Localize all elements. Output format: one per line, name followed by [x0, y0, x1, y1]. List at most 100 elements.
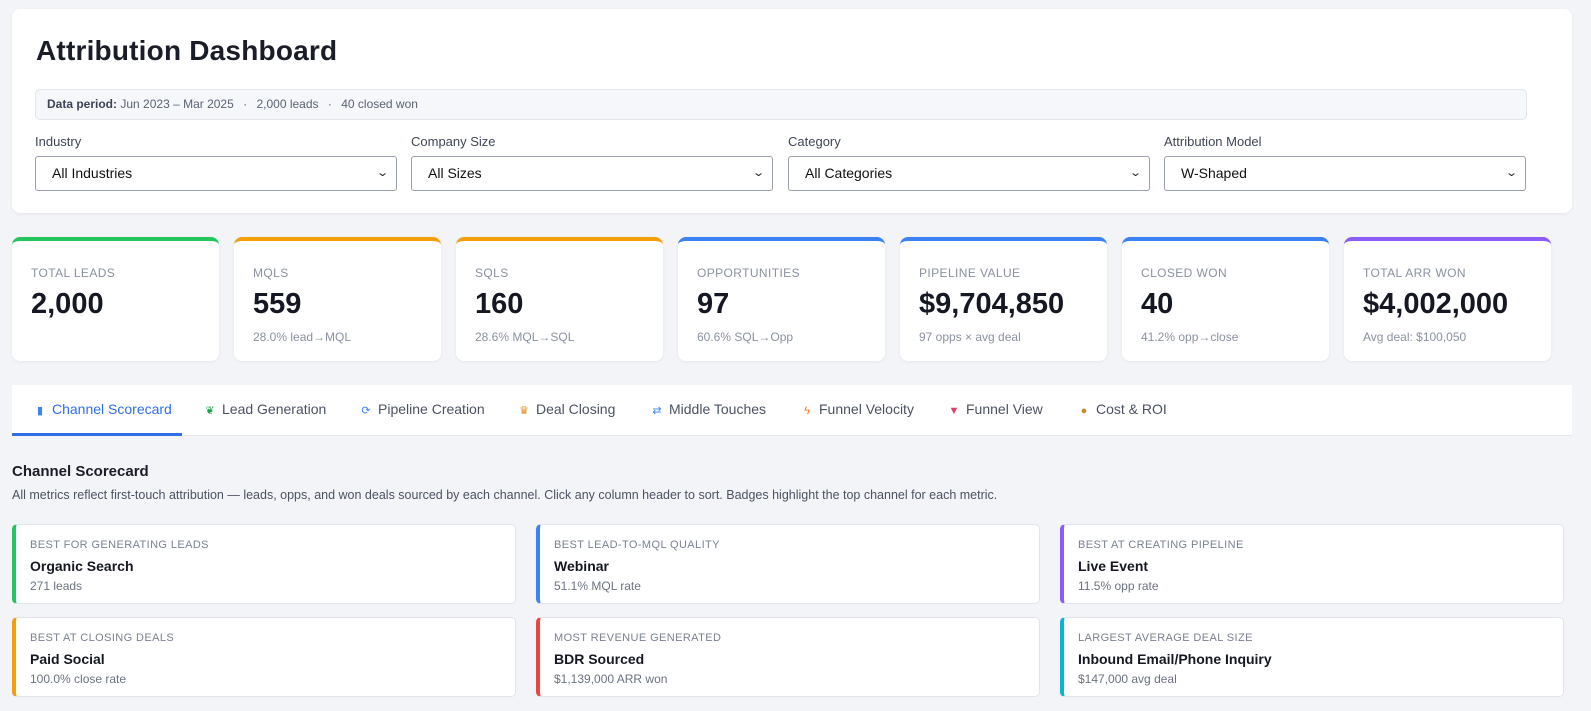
kpi-label: CLOSED WON: [1141, 266, 1228, 280]
tab-deal-closing[interactable]: ♛ Deal Closing: [496, 385, 615, 436]
trophy-icon: ♛: [519, 405, 529, 417]
best-card-channel: Inbound Email/Phone Inquiry: [1078, 651, 1272, 667]
chevron-down-icon: ⌄: [751, 167, 765, 179]
best-card-metric: 51.1% MQL rate: [554, 579, 641, 593]
kpi-subtext: Avg deal: $100,050: [1363, 330, 1467, 344]
select-value: All Industries: [52, 165, 133, 181]
best-card-channel: Organic Search: [30, 558, 134, 574]
tab-channel-scorecard[interactable]: ▮ Channel Scorecard: [12, 385, 182, 436]
best-card-closing: BEST AT CLOSING DEALS Paid Social 100.0%…: [12, 617, 516, 697]
kpi-label: OPPORTUNITIES: [697, 266, 800, 280]
kpi-value: 2,000: [31, 288, 104, 320]
tab-funnel-velocity[interactable]: ϟ Funnel Velocity: [779, 385, 914, 436]
money-bag-icon: ●: [1080, 405, 1088, 417]
kpi-value: 40: [1141, 288, 1174, 320]
filter-category: Category All Categories ⌄: [788, 134, 1150, 191]
company-size-select[interactable]: All Sizes ⌄: [411, 156, 773, 191]
chevron-down-icon: ⌄: [1504, 167, 1518, 179]
best-card-metric: 100.0% close rate: [30, 672, 127, 686]
section-description: All metrics reflect first-touch attribut…: [12, 488, 998, 502]
filter-label: Attribution Model: [1164, 134, 1262, 149]
section-title: Channel Scorecard: [12, 463, 149, 480]
best-card-pipeline: BEST AT CREATING PIPELINE Live Event 11.…: [1060, 524, 1564, 604]
kpi-sqls: SQLS 160 28.6% MQL→SQL: [456, 237, 663, 361]
filter-label: Category: [788, 134, 841, 149]
chevron-down-icon: ⌄: [1128, 167, 1142, 179]
shuffle-icon: ⇄: [652, 405, 662, 417]
best-card-label: LARGEST AVERAGE DEAL SIZE: [1078, 632, 1253, 644]
kpi-opportunities: OPPORTUNITIES 97 60.6% SQL→Opp: [678, 237, 885, 361]
data-period-range: Jun 2023 – Mar 2025: [120, 97, 234, 111]
filter-company-size: Company Size All Sizes ⌄: [411, 134, 773, 191]
tab-label: Funnel Velocity: [819, 401, 914, 417]
tab-label: Deal Closing: [536, 401, 616, 417]
industry-select[interactable]: All Industries ⌄: [35, 156, 397, 191]
kpi-value: 559: [253, 288, 302, 320]
filter-attribution-model: Attribution Model W-Shaped ⌄: [1164, 134, 1526, 191]
refresh-icon: ⟳: [361, 405, 371, 417]
tab-funnel-view[interactable]: ▼ Funnel View: [926, 385, 1043, 436]
kpi-subtext: 97 opps × avg deal: [919, 330, 1021, 344]
kpi-label: SQLS: [475, 266, 509, 280]
filter-industry: Industry All Industries ⌄: [35, 134, 397, 191]
kpi-value: $4,002,000: [1363, 288, 1509, 320]
best-card-channel: Live Event: [1078, 558, 1149, 574]
best-card-metric: 11.5% opp rate: [1078, 579, 1159, 593]
kpi-mqls: MQLS 559 28.0% lead→MQL: [234, 237, 441, 361]
lightning-icon: ϟ: [804, 405, 810, 417]
filter-label: Company Size: [411, 134, 496, 149]
best-card-mql-quality: BEST LEAD-TO-MQL QUALITY Webinar 51.1% M…: [536, 524, 1040, 604]
best-card-leads: BEST FOR GENERATING LEADS Organic Search…: [12, 524, 516, 604]
tab-label: Cost & ROI: [1096, 401, 1167, 417]
tab-lead-generation[interactable]: ❦ Lead Generation: [182, 385, 326, 436]
kpi-label: PIPELINE VALUE: [919, 266, 1021, 280]
kpi-value: 97: [697, 288, 730, 320]
kpi-subtext: 41.2% opp→close: [1141, 330, 1239, 344]
header-card: Attribution Dashboard Data period: Jun 2…: [12, 9, 1572, 213]
tab-bar: ▮ Channel Scorecard ❦ Lead Generation ⟳ Pip…: [12, 385, 1572, 436]
tab-middle-touches[interactable]: ⇄ Middle Touches: [629, 385, 766, 436]
select-value: All Categories: [805, 165, 893, 181]
kpi-total-leads: TOTAL LEADS 2,000: [12, 237, 219, 361]
best-card-metric: 271 leads: [30, 579, 83, 593]
separator: ·: [243, 97, 248, 111]
kpi-label: TOTAL LEADS: [31, 266, 116, 280]
best-card-channel: BDR Sourced: [554, 651, 645, 667]
tab-pipeline-creation[interactable]: ⟳ Pipeline Creation: [338, 385, 485, 436]
best-card-label: BEST FOR GENERATING LEADS: [30, 539, 209, 551]
best-card-label: BEST AT CLOSING DEALS: [30, 632, 175, 644]
kpi-value: 160: [475, 288, 524, 320]
page-title: Attribution Dashboard: [36, 35, 338, 66]
kpi-pipeline-value: PIPELINE VALUE $9,704,850 97 opps × avg …: [900, 237, 1107, 361]
filter-label: Industry: [35, 134, 82, 149]
best-card-label: BEST AT CREATING PIPELINE: [1078, 539, 1244, 551]
separator: ·: [327, 97, 332, 111]
seedling-icon: ❦: [205, 405, 215, 417]
tab-label: Funnel View: [966, 401, 1043, 417]
kpi-value: $9,704,850: [919, 288, 1065, 320]
kpi-closed-won: CLOSED WON 40 41.2% opp→close: [1122, 237, 1329, 361]
attribution-model-select[interactable]: W-Shaped ⌄: [1164, 156, 1526, 191]
tab-label: Lead Generation: [222, 401, 327, 417]
best-card-channel: Paid Social: [30, 651, 105, 667]
tab-label: Pipeline Creation: [378, 401, 485, 417]
best-card-revenue: MOST REVENUE GENERATED BDR Sourced $1,13…: [536, 617, 1040, 697]
best-card-metric: $1,139,000 ARR won: [554, 672, 668, 686]
data-period-closed: 40 closed won: [341, 97, 418, 111]
tab-cost-roi[interactable]: ● Cost & ROI: [1056, 385, 1167, 436]
best-card-label: MOST REVENUE GENERATED: [554, 632, 722, 644]
kpi-subtext: 60.6% SQL→Opp: [697, 330, 794, 344]
kpi-label: TOTAL ARR WON: [1363, 266, 1466, 280]
tab-label: Channel Scorecard: [52, 401, 172, 417]
data-period-leads: 2,000 leads: [256, 97, 319, 111]
tab-label: Middle Touches: [669, 401, 767, 417]
kpi-label: MQLS: [253, 266, 289, 280]
data-period-label: Data period:: [47, 97, 118, 111]
chevron-down-icon: ⌄: [375, 167, 389, 179]
kpi-subtext: 28.0% lead→MQL: [253, 330, 352, 344]
best-card-label: BEST LEAD-TO-MQL QUALITY: [554, 539, 720, 551]
kpi-subtext: 28.6% MQL→SQL: [475, 330, 575, 344]
select-value: W-Shaped: [1181, 165, 1247, 181]
category-select[interactable]: All Categories ⌄: [788, 156, 1150, 191]
best-card-deal-size: LARGEST AVERAGE DEAL SIZE Inbound Email/…: [1060, 617, 1564, 697]
